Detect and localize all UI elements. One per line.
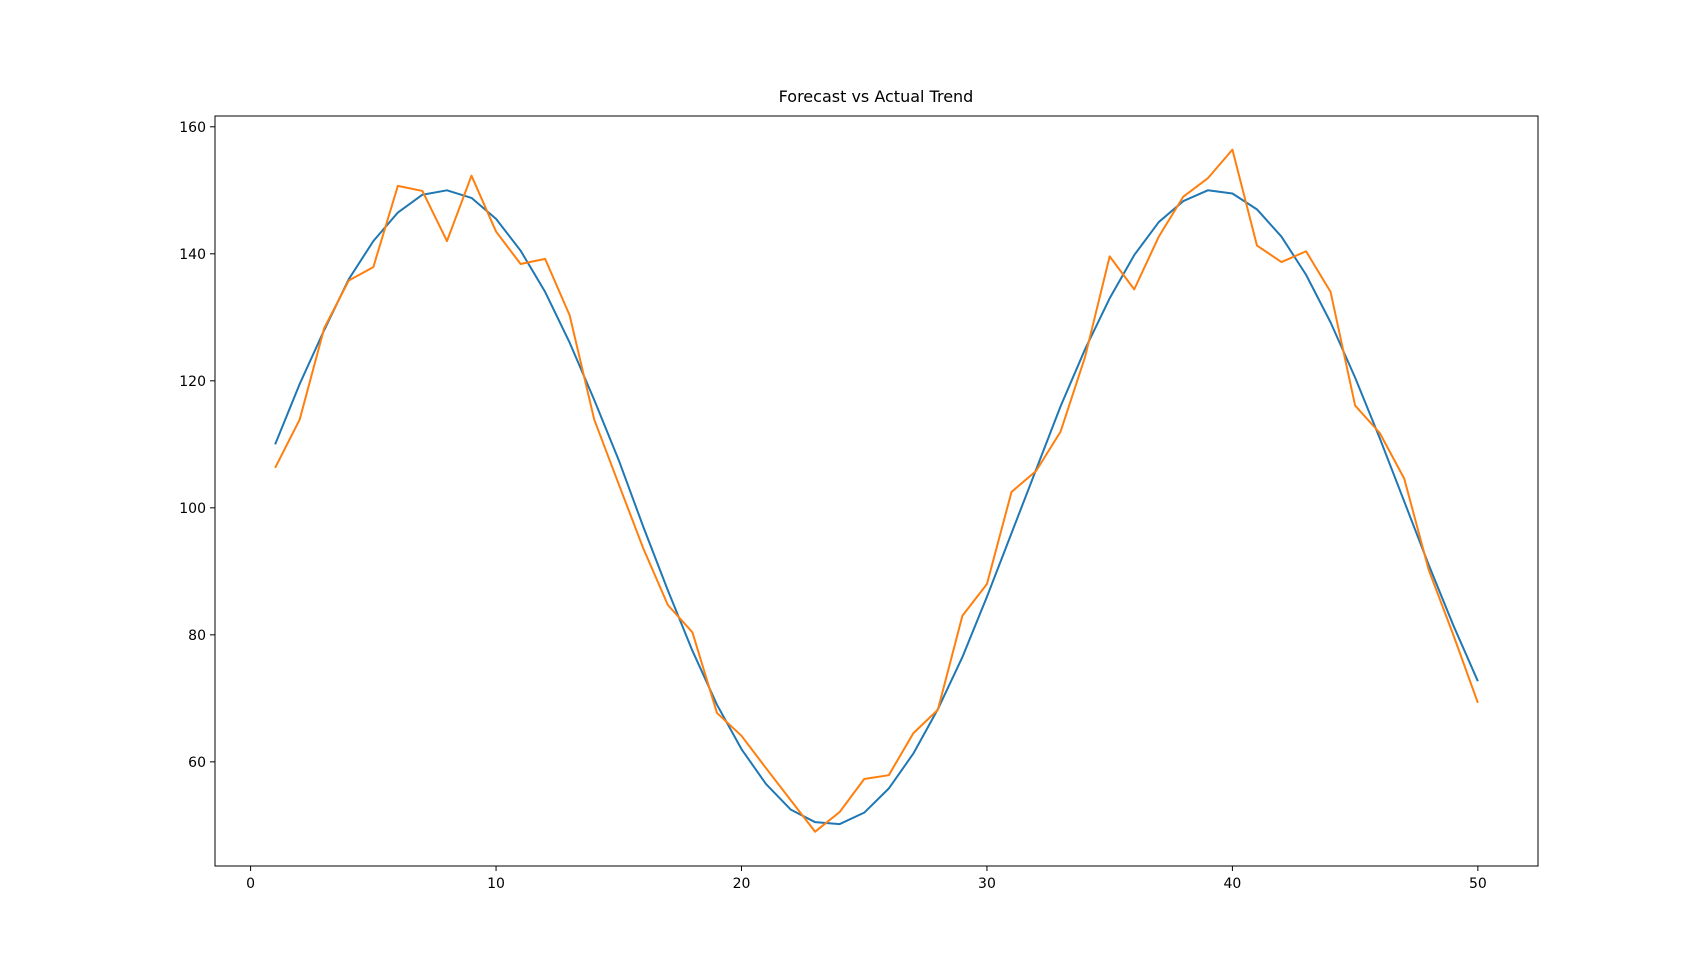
chart-title: Forecast vs Actual Trend [779, 87, 974, 106]
y-tick-label: 100 [179, 501, 206, 517]
line-series [274, 189, 1479, 826]
y-tick-label: 160 [179, 120, 206, 136]
y-tick-label: 80 [188, 628, 206, 644]
x-tick-label: 40 [1223, 876, 1241, 892]
y-tick-label: 120 [179, 374, 206, 390]
plot-frame [214, 115, 1539, 867]
x-tick-label: 30 [978, 876, 996, 892]
x-tick-label: 20 [733, 876, 751, 892]
x-tick-label: 50 [1469, 876, 1487, 892]
y-tick-label: 60 [188, 755, 206, 771]
x-tick-label: 0 [246, 876, 255, 892]
y-tick-label: 140 [179, 247, 206, 263]
x-tick-label: 10 [487, 876, 505, 892]
line-series [274, 148, 1479, 833]
